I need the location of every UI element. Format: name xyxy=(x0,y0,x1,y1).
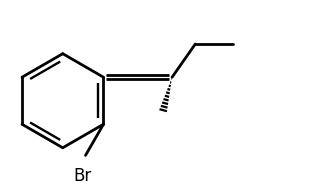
Text: Br: Br xyxy=(73,167,92,185)
